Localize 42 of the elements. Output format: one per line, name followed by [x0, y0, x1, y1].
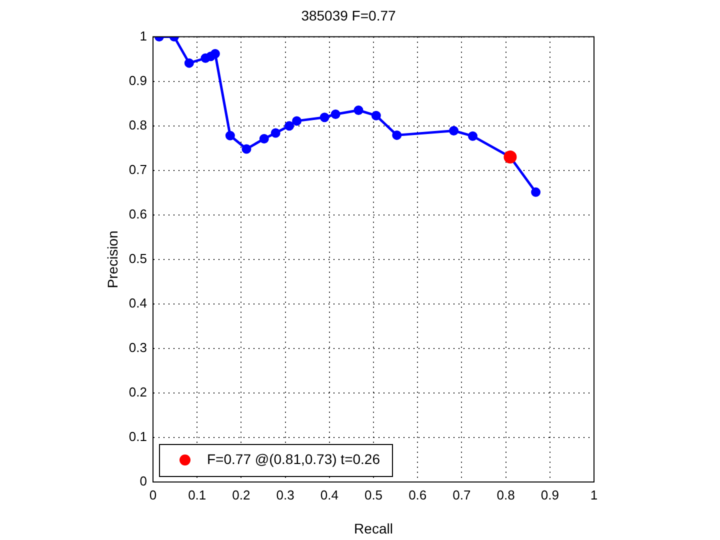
x-tick-label: 0.5: [364, 487, 383, 502]
x-tick-label: 0.4: [320, 487, 338, 502]
point: [354, 106, 364, 116]
y-tick-label: 0.7: [128, 162, 147, 177]
point: [371, 110, 381, 120]
y-axis-title: Precision: [104, 230, 120, 288]
point: [320, 112, 330, 122]
y-tick-label: 0: [140, 474, 147, 489]
x-axis-title: Recall: [354, 520, 393, 536]
y-tick-label: 0.9: [128, 72, 147, 88]
point: [468, 131, 478, 141]
point: [449, 126, 459, 136]
point: [330, 110, 340, 120]
point: [270, 128, 280, 138]
point: [259, 134, 269, 144]
x-tick-label: 0: [149, 487, 157, 502]
point: [392, 130, 402, 140]
x-tick-label: 0.6: [408, 487, 427, 502]
x-tick-label: 0.2: [232, 487, 250, 502]
x-tick-label: 0.8: [496, 487, 515, 502]
y-tick-label: 0.8: [128, 117, 147, 132]
x-tick-label: 0.1: [188, 487, 206, 502]
y-tick-label: 0.5: [128, 250, 147, 266]
y-tick-label: 0.2: [128, 384, 147, 400]
point: [210, 48, 220, 58]
point: [184, 58, 194, 68]
y-tick-label: 0.4: [128, 296, 147, 310]
y-tick-label: 0.1: [128, 429, 147, 444]
point: [531, 187, 541, 197]
y-tick-label: 0.6: [128, 206, 147, 222]
point: [284, 121, 294, 131]
legend-label: F=0.77 @(0.81,0.73) t=0.26: [207, 450, 380, 467]
x-tick-label: 0.9: [540, 487, 559, 502]
y-tick-label: 0.3: [128, 340, 147, 356]
x-tick-label: 0.7: [452, 487, 471, 502]
x-tick-label: 1: [590, 487, 598, 502]
y-tick-label: 1: [140, 28, 147, 44]
point: [242, 144, 252, 154]
chart-title: 385039 F=0.77: [301, 7, 396, 24]
point: [292, 116, 302, 126]
point: [225, 130, 235, 140]
x-tick-label: 0.3: [276, 487, 294, 502]
